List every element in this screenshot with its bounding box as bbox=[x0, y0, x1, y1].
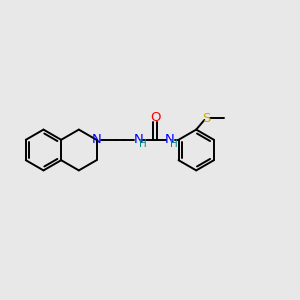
Text: O: O bbox=[150, 111, 160, 124]
Text: N: N bbox=[134, 133, 143, 146]
Text: H: H bbox=[170, 139, 178, 149]
Text: S: S bbox=[202, 112, 210, 125]
Text: N: N bbox=[165, 133, 175, 146]
Text: N: N bbox=[92, 133, 101, 146]
Text: H: H bbox=[139, 139, 147, 149]
